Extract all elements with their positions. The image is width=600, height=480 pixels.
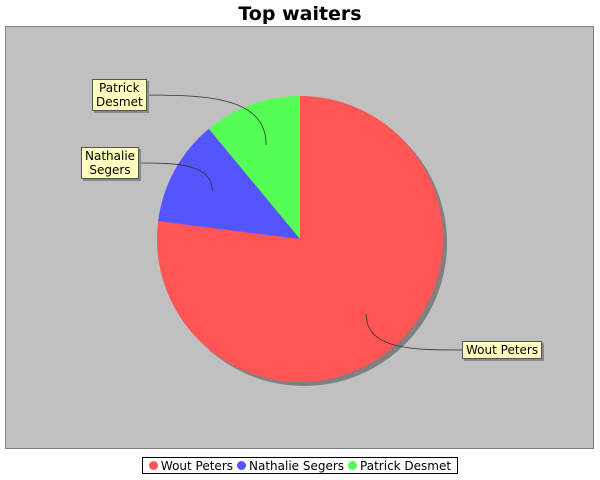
callout-text: Desmet bbox=[96, 95, 143, 109]
chart-title: Top waiters bbox=[238, 3, 362, 25]
pie-slice-patrick-desmet bbox=[208, 96, 300, 239]
callout-text: Nathalie bbox=[85, 149, 136, 163]
pie-slice-wout-peters bbox=[157, 96, 443, 383]
legend-swatch-icon bbox=[237, 461, 246, 470]
callout-label-wout-peters: Wout Peters bbox=[462, 341, 543, 359]
legend-swatch-icon bbox=[348, 461, 358, 470]
callout-text: Segers bbox=[89, 163, 131, 177]
legend-frame: Wout Peters Nathalie Segers Patrick Desmet bbox=[141, 457, 459, 474]
callout-text: Patrick bbox=[99, 81, 140, 95]
callout-label-nathalie-segers: Nathalie Segers bbox=[81, 147, 140, 179]
legend-item-wout-peters: Wout Peters bbox=[148, 458, 233, 473]
leader-line-wout-peters bbox=[365, 314, 463, 351]
pie-slice-nathalie-segers bbox=[158, 128, 300, 239]
leader-line-nathalie-segers bbox=[137, 162, 213, 191]
legend-label: Nathalie Segers bbox=[249, 458, 345, 473]
legend-item-patrick-desmet: Patrick Desmet bbox=[348, 459, 451, 473]
callout-label-patrick-desmet: Patrick Desmet bbox=[92, 79, 147, 111]
legend: Wout Peters Nathalie Segers Patrick Desmet bbox=[0, 457, 600, 474]
callout-text: Wout Peters bbox=[466, 343, 539, 357]
legend-item-nathalie-segers: Nathalie Segers bbox=[237, 459, 344, 473]
legend-label: Patrick Desmet bbox=[360, 458, 452, 473]
leader-line-patrick-desmet bbox=[137, 94, 267, 145]
legend-label: Wout Peters bbox=[160, 458, 233, 473]
legend-swatch-icon bbox=[148, 461, 158, 470]
